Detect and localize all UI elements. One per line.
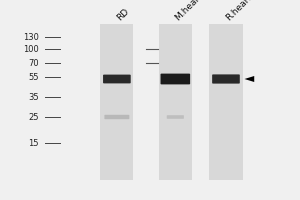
Text: M.heart: M.heart bbox=[173, 0, 204, 22]
Text: 70: 70 bbox=[28, 58, 39, 68]
Text: 55: 55 bbox=[28, 72, 39, 82]
Text: 35: 35 bbox=[28, 92, 39, 102]
FancyBboxPatch shape bbox=[104, 115, 129, 119]
Polygon shape bbox=[244, 76, 254, 82]
FancyBboxPatch shape bbox=[167, 115, 184, 119]
FancyBboxPatch shape bbox=[160, 74, 190, 84]
Text: 25: 25 bbox=[28, 112, 39, 121]
Text: 130: 130 bbox=[23, 32, 39, 42]
Text: RD: RD bbox=[115, 6, 130, 22]
Bar bbox=[209, 24, 242, 180]
Text: R.heart: R.heart bbox=[224, 0, 254, 22]
Bar bbox=[159, 24, 192, 180]
FancyBboxPatch shape bbox=[212, 74, 240, 84]
Text: 15: 15 bbox=[28, 138, 39, 148]
Text: 100: 100 bbox=[23, 45, 39, 53]
FancyBboxPatch shape bbox=[103, 75, 131, 83]
Bar bbox=[100, 24, 134, 180]
